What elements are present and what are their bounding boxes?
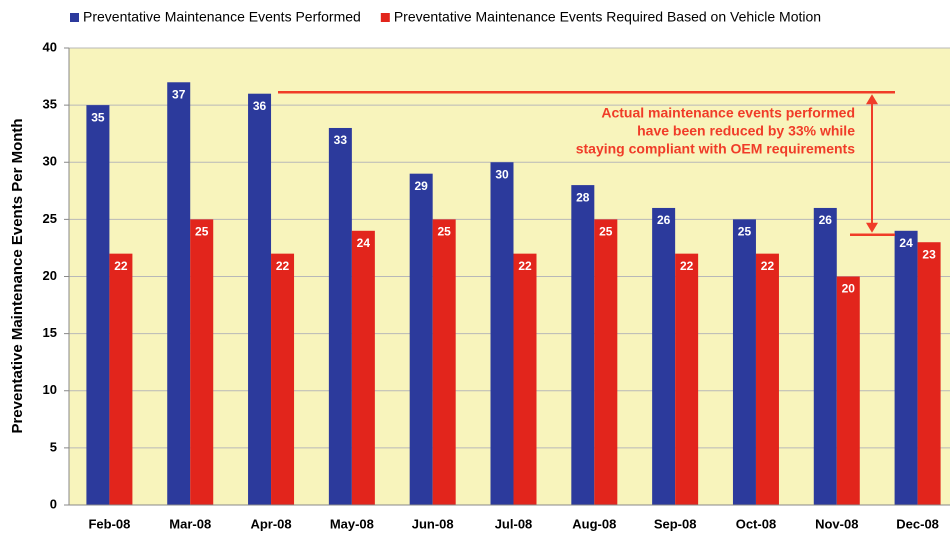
bar xyxy=(86,105,110,505)
bar xyxy=(571,185,595,505)
legend-label: Preventative Maintenance Events Required… xyxy=(394,9,821,25)
bar xyxy=(351,230,375,506)
x-tick-label: May-08 xyxy=(330,516,374,531)
x-tick-label: Nov-08 xyxy=(815,516,858,531)
x-tick-label: Feb-08 xyxy=(88,516,130,531)
value-label: 26 xyxy=(657,213,671,227)
bar xyxy=(594,219,618,505)
value-label: 25 xyxy=(738,225,752,239)
x-tick-label: Jul-08 xyxy=(495,516,533,531)
bar xyxy=(917,242,941,505)
value-label: 24 xyxy=(357,236,371,250)
bar xyxy=(432,219,456,505)
value-label: 22 xyxy=(276,259,290,273)
x-tick-label: Dec-08 xyxy=(896,516,939,531)
legend-swatch xyxy=(70,13,79,22)
value-label: 22 xyxy=(680,259,694,273)
y-tick-label: 35 xyxy=(43,97,57,112)
x-tick-label: Oct-08 xyxy=(736,516,776,531)
bar xyxy=(490,162,514,505)
legend-swatch xyxy=(380,13,390,22)
bar xyxy=(813,207,837,505)
value-label: 22 xyxy=(761,259,775,273)
bar xyxy=(248,93,272,505)
x-tick-label: Jun-08 xyxy=(412,516,454,531)
value-label: 36 xyxy=(253,99,267,113)
value-label: 25 xyxy=(599,225,613,239)
annotation-text: Actual maintenance events performed xyxy=(601,105,855,121)
value-label: 29 xyxy=(415,179,429,193)
bar xyxy=(513,253,537,505)
value-label: 28 xyxy=(576,190,590,204)
x-tick-label: Sep-08 xyxy=(654,516,697,531)
arrow-head xyxy=(866,222,878,233)
y-tick-label: 5 xyxy=(50,439,57,454)
value-label: 22 xyxy=(518,259,532,273)
annotation-text: have been reduced by 33% while xyxy=(637,123,855,139)
x-tick-label: Mar-08 xyxy=(169,516,211,531)
y-tick-label: 25 xyxy=(43,211,57,226)
value-label: 22 xyxy=(114,259,128,273)
value-label: 35 xyxy=(91,110,105,124)
value-label: 25 xyxy=(195,225,209,239)
value-label: 26 xyxy=(819,213,833,227)
value-label: 30 xyxy=(495,167,509,181)
bar xyxy=(675,253,699,505)
bar xyxy=(271,253,295,505)
bar xyxy=(190,219,214,505)
bar xyxy=(755,253,779,505)
y-tick-label: 30 xyxy=(43,154,57,169)
y-tick-label: 40 xyxy=(43,39,57,54)
y-tick-label: 20 xyxy=(43,268,57,283)
x-tick-label: Aug-08 xyxy=(572,516,616,531)
y-tick-label: 10 xyxy=(43,382,57,397)
value-label: 25 xyxy=(438,225,452,239)
bar xyxy=(109,253,133,505)
bar xyxy=(328,127,352,505)
bar xyxy=(732,219,756,505)
arrow-head xyxy=(866,94,878,105)
bar xyxy=(836,276,860,505)
value-label: 23 xyxy=(922,247,936,261)
legend-label: Preventative Maintenance Events Performe… xyxy=(83,9,361,25)
x-tick-label: Apr-08 xyxy=(250,516,291,531)
bar xyxy=(409,173,433,506)
value-label: 33 xyxy=(334,133,348,147)
value-label: 24 xyxy=(899,236,913,250)
bar xyxy=(167,82,191,506)
annotation-text: staying compliant with OEM requirements xyxy=(576,141,855,157)
y-tick-label: 0 xyxy=(50,496,57,511)
y-tick-label: 15 xyxy=(43,325,57,340)
value-label: 37 xyxy=(172,87,186,101)
bar xyxy=(894,230,918,506)
value-label: 20 xyxy=(842,282,856,296)
y-axis-label: Preventative Maintenance Events Per Mont… xyxy=(9,118,26,433)
bar xyxy=(652,207,676,505)
